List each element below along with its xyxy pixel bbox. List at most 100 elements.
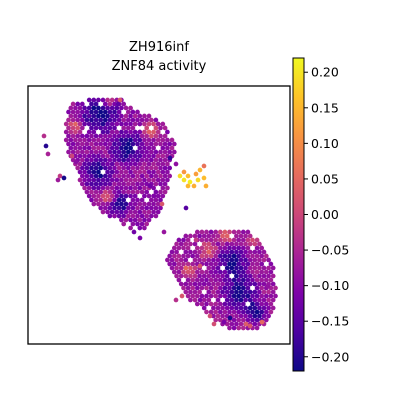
spot-point (257, 241, 262, 247)
spot-point (155, 193, 161, 199)
spot-point (254, 301, 260, 307)
spot-point (224, 289, 230, 295)
spot-point (238, 297, 244, 303)
spot-point (171, 149, 177, 155)
plot-frame (27, 85, 291, 345)
spot-point (63, 129, 69, 135)
spot-point (100, 129, 106, 135)
spot-point (132, 193, 138, 199)
spot-point (215, 297, 221, 303)
spot-point (217, 245, 223, 251)
spot-point (109, 153, 115, 159)
spot-point (130, 157, 136, 163)
spot-point (162, 149, 168, 155)
spot-point (100, 209, 106, 215)
spot-point (217, 301, 223, 307)
spot-point (173, 297, 179, 303)
spot-point (215, 249, 221, 255)
spot-point (257, 281, 262, 287)
spot-point (125, 109, 131, 115)
spot-point (86, 97, 92, 103)
spot-point (266, 289, 271, 295)
spot-point (100, 177, 106, 183)
spot-point (245, 277, 251, 283)
spot-point (114, 169, 120, 175)
spot-point (125, 173, 131, 179)
spot-point (160, 121, 166, 127)
spot-point (146, 161, 152, 167)
spot-point (123, 193, 129, 199)
spot-point (96, 145, 101, 151)
spot-point (188, 241, 193, 247)
spot-point (119, 193, 124, 199)
spot-point (121, 133, 127, 139)
spot-point (82, 105, 87, 111)
spot-point (197, 263, 203, 269)
spot-point (199, 277, 205, 283)
spot-point (224, 257, 230, 263)
spot-point (153, 157, 159, 163)
spot-point (130, 213, 136, 219)
spot-point (132, 129, 138, 135)
spot-point (227, 285, 232, 291)
spot-point (77, 169, 83, 175)
spot-point (179, 293, 185, 299)
spot-point (112, 109, 117, 115)
spot-point (102, 109, 108, 115)
spot-point (183, 281, 189, 287)
spot-point (213, 261, 219, 267)
spot-point (119, 121, 124, 127)
spot-point (91, 185, 97, 191)
spot-point (89, 141, 94, 147)
spot-layer (41, 97, 278, 331)
spot-point (142, 153, 147, 159)
spot-point (114, 193, 120, 199)
spot-point (128, 129, 133, 135)
spot-point (147, 183, 153, 189)
spot-point (197, 289, 202, 295)
spot-point (77, 113, 83, 119)
spot-point (98, 157, 104, 163)
spot-point (137, 113, 143, 119)
spot-point (107, 189, 113, 195)
spot-point (268, 261, 274, 267)
spot-point (208, 301, 214, 307)
spot-point (119, 209, 124, 215)
spot-point (123, 113, 129, 119)
spot-point (247, 297, 253, 303)
spot-point (91, 137, 97, 143)
spot-point (84, 117, 90, 123)
spot-point (107, 141, 113, 147)
spot-point (247, 233, 253, 239)
spot-point (234, 313, 239, 319)
spot-point (220, 233, 225, 239)
spot-point (250, 309, 255, 315)
spot-point (142, 161, 147, 167)
spot-point (105, 161, 110, 167)
spot-point (114, 113, 120, 119)
spot-point (125, 117, 131, 123)
spot-point (153, 141, 159, 147)
spot-point (91, 153, 97, 159)
spot-point (132, 161, 138, 167)
spot-point (43, 143, 49, 149)
spot-point (109, 169, 115, 175)
spot-point (112, 181, 117, 187)
spot-point (119, 153, 124, 159)
spot-point (112, 205, 117, 211)
spot-point (245, 237, 251, 243)
spot-point (240, 237, 246, 243)
spot-point (109, 201, 115, 207)
spot-point (181, 245, 186, 251)
spot-point (247, 305, 253, 311)
spot-point (192, 265, 198, 271)
spot-point (112, 117, 117, 123)
colorbar-tick-label: 0.20 (311, 65, 339, 80)
spot-point (234, 241, 239, 247)
spot-point (201, 297, 207, 303)
spot-point (211, 305, 216, 311)
spot-point (217, 269, 223, 275)
spot-point (261, 281, 267, 287)
spot-point (222, 245, 228, 251)
spot-point (222, 237, 228, 243)
